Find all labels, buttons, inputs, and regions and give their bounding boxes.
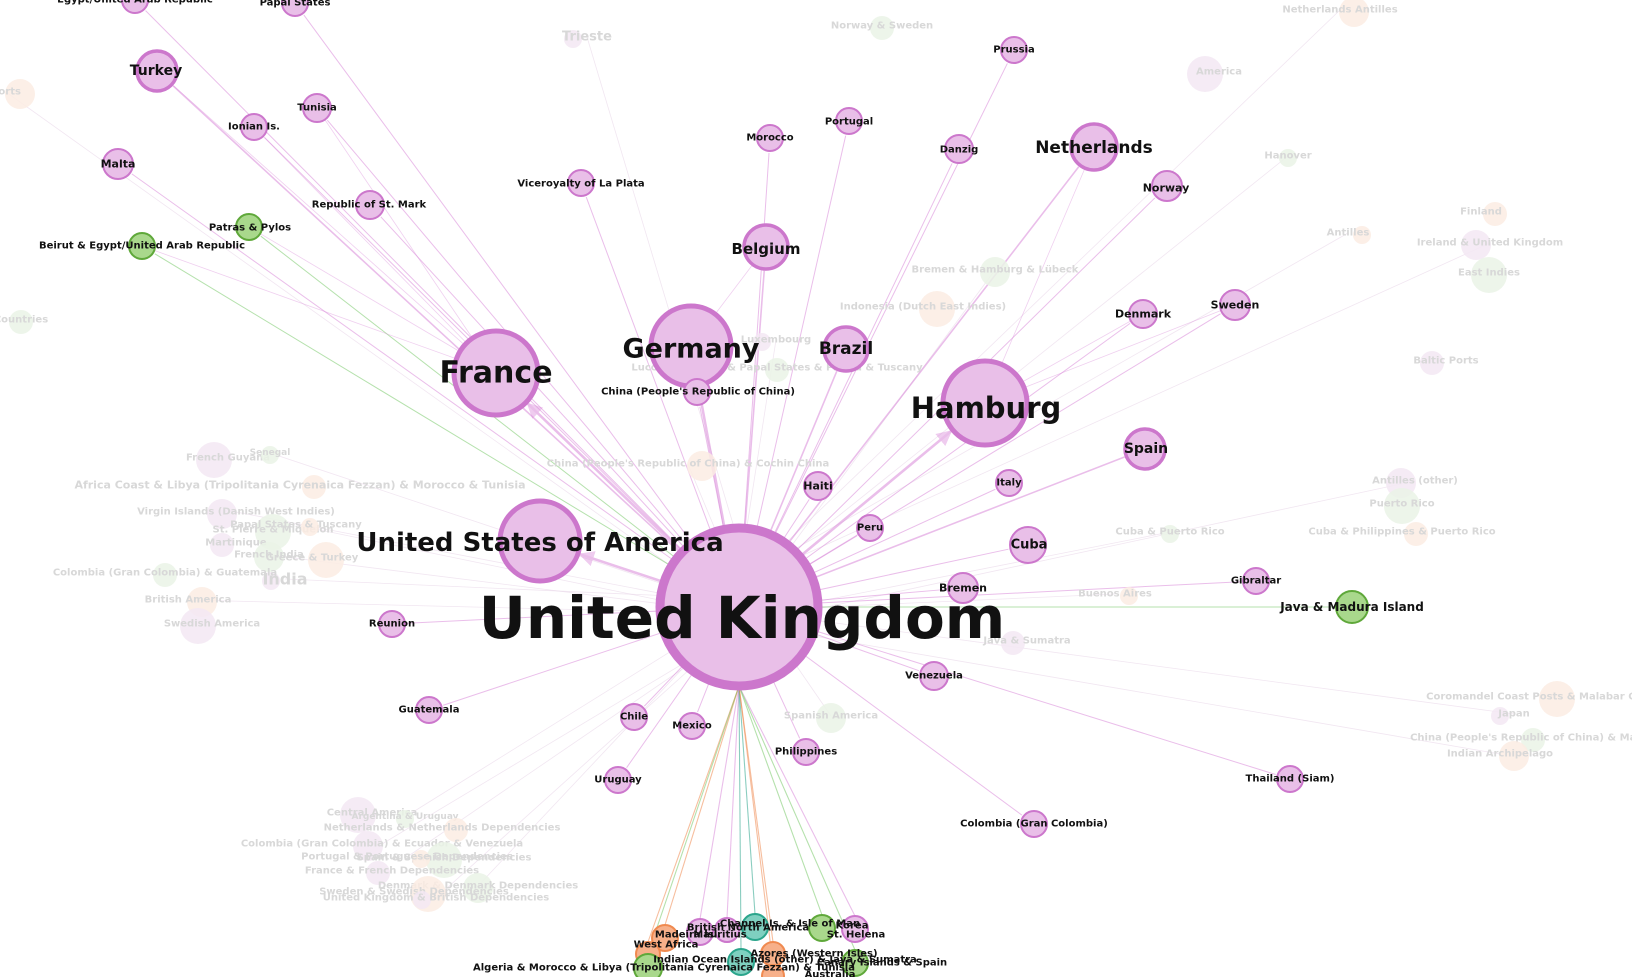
faded-node-label: Japan xyxy=(1497,709,1530,720)
node-label-thailand-siam: Thailand (Siam) xyxy=(1246,774,1335,785)
node-label-united-kingdom: United Kingdom xyxy=(479,584,1005,652)
node-label-ionian-is: Ionian Is. xyxy=(228,122,280,133)
node-label-papal-states: Papal States xyxy=(260,0,331,9)
node-label-danzig: Danzig xyxy=(940,145,979,156)
node-label-germany: Germany xyxy=(623,334,760,365)
node-label-republic-of-st-mark: Republic of St. Mark xyxy=(312,200,427,211)
faded-node-label: Puerto Rico xyxy=(1369,499,1434,510)
node-label-hamburg: Hamburg xyxy=(911,391,1062,425)
faded-node-label: Coromandel Coast Posts & Malabar Coast xyxy=(1426,692,1632,703)
faded-node-label: Virgin Islands (Danish West Indies) xyxy=(137,507,335,518)
node-label-haiti: Haiti xyxy=(803,480,832,493)
faded-node-label: Portugal & Portuguese Dependencies xyxy=(301,852,513,863)
node-label-australia: Australia xyxy=(805,970,856,977)
node-label-belgium: Belgium xyxy=(732,240,801,258)
node-label-brazil: Brazil xyxy=(819,339,873,359)
node-label-algeria-morocco-libya-tripolitania-cyrenaica-fezzan-tunisia: Algeria & Morocco & Libya (Tripolitania … xyxy=(473,963,855,974)
node-label-italy: Italy xyxy=(996,478,1022,489)
faded-node-label: Argentina & Uruguay xyxy=(351,812,458,822)
node-label-west-africa: West Africa xyxy=(634,940,699,951)
faded-node-label: America xyxy=(1196,67,1242,78)
faded-node-label: Finland xyxy=(1460,207,1502,218)
faded-node-label: France & French Dependencies xyxy=(305,866,479,877)
faded-node-label: Martinique xyxy=(205,538,267,549)
node-label-beirut-egypt-united-arab-republic: Beirut & Egypt/United Arab Republic xyxy=(39,241,245,252)
faded-node-label: Buenos Aires xyxy=(1078,589,1152,600)
node-label-cuba: Cuba xyxy=(1011,538,1048,553)
node-label-viceroyalty-of-la-plata: Viceroyalty of La Plata xyxy=(517,179,644,190)
faded-node-label: Colombia (Gran Colombia) & Ecuador & Ven… xyxy=(241,839,523,850)
faded-node-label: East Indies xyxy=(1458,268,1520,279)
node-label-chile: Chile xyxy=(620,712,648,723)
node-label-morocco: Morocco xyxy=(746,133,793,144)
node-label-patras-pylos: Patras & Pylos xyxy=(209,223,291,234)
node-label-peru: Peru xyxy=(857,523,883,534)
faded-node-label: Cuba & Philippines & Puerto Rico xyxy=(1308,527,1495,538)
node-label-united-states-of-america: United States of America xyxy=(356,528,723,558)
node-label-egypt-united-arab-republic: Egypt/United Arab Republic xyxy=(57,0,213,6)
faded-node-label: Cuba & Puerto Rico xyxy=(1115,527,1224,538)
faded-node-label: Antilles (other) xyxy=(1372,476,1458,487)
node-label-bremen: Bremen xyxy=(939,582,987,595)
node-label-china-people-s-republic-of-china: China (People's Republic of China) xyxy=(601,387,795,398)
faded-node-label: Netherlands Antilles xyxy=(1282,5,1397,16)
faded-node-label: Hanover xyxy=(1264,151,1311,162)
faded-node-label: Ireland & United Kingdom xyxy=(1417,238,1563,249)
node-label-sweden: Sweden xyxy=(1211,299,1260,312)
faded-node-label: Indonesia (Dutch East Indies) xyxy=(840,302,1006,313)
faded-node-label: Countries xyxy=(0,315,48,326)
faded-node-label: Africa Coast & Libya (Tripolitania Cyren… xyxy=(74,479,525,492)
faded-node-label: British America xyxy=(145,595,232,606)
node-label-mexico: Mexico xyxy=(672,721,712,732)
faded-node-label: United Kingdom & British Dependencies xyxy=(323,893,550,904)
node-label-france: France xyxy=(439,356,552,391)
node-label-prussia: Prussia xyxy=(993,45,1034,56)
faded-node-label: Swedish America xyxy=(164,619,260,630)
node-label-philippines: Philippines xyxy=(775,747,837,758)
edge-united-kingdom-indian-ocean-islands-other-java-sumatra xyxy=(739,686,741,949)
node-label-colombia-gran-colombia: Colombia (Gran Colombia) xyxy=(960,819,1108,830)
faded-node-label: Greece & Turkey xyxy=(266,553,359,564)
node-label-norway: Norway xyxy=(1143,182,1190,195)
node-label-malta: Malta xyxy=(101,158,136,171)
faded-node-label: Antilles xyxy=(1327,228,1370,239)
faded-node-label: Norway & Sweden xyxy=(831,21,933,32)
node-label-st-helena: St. Helena xyxy=(827,930,886,941)
node-label-uruguay: Uruguay xyxy=(594,775,642,786)
faded-node-label: China (People's Republic of China) & Mac… xyxy=(1410,733,1632,744)
faded-node-label: Papal States & Tuscany xyxy=(230,520,362,531)
node-label-java-madura-island: Java & Madura Island xyxy=(1279,600,1424,614)
node-label-venezuela: Venezuela xyxy=(905,671,963,682)
faded-node-label: Senegal xyxy=(250,448,291,458)
node-label-gibraltar: Gibraltar xyxy=(1231,576,1281,587)
node-label-guatemala: Guatemala xyxy=(399,705,460,716)
faded-node-label: China (People's Republic of China) & Coc… xyxy=(547,459,830,470)
faded-node-label: Trieste xyxy=(562,30,612,45)
node-label-portugal: Portugal xyxy=(825,117,873,128)
faded-node-label: Baltic Ports xyxy=(1413,356,1478,367)
faded-node-label: Spanish America xyxy=(784,711,878,722)
faded-node-label: Netherlands & Netherlands Dependencies xyxy=(324,823,561,834)
background-edge xyxy=(727,243,1490,590)
faded-node-label: Indian Archipelago xyxy=(1447,749,1553,760)
node-label-spain: Spain xyxy=(1124,441,1168,457)
faded-node-label: Colombia (Gran Colombia) & Guatemala xyxy=(53,568,277,579)
faded-node-label: Ports xyxy=(0,87,21,98)
node-label-denmark: Denmark xyxy=(1115,308,1172,321)
node-label-turkey: Turkey xyxy=(130,63,182,79)
node-label-reunion: Reunion xyxy=(369,619,415,630)
node-label-netherlands: Netherlands xyxy=(1035,138,1153,158)
node-label-tunisia: Tunisia xyxy=(297,103,337,114)
faded-node-label: Bremen & Hamburg & Lübeck xyxy=(912,265,1079,276)
